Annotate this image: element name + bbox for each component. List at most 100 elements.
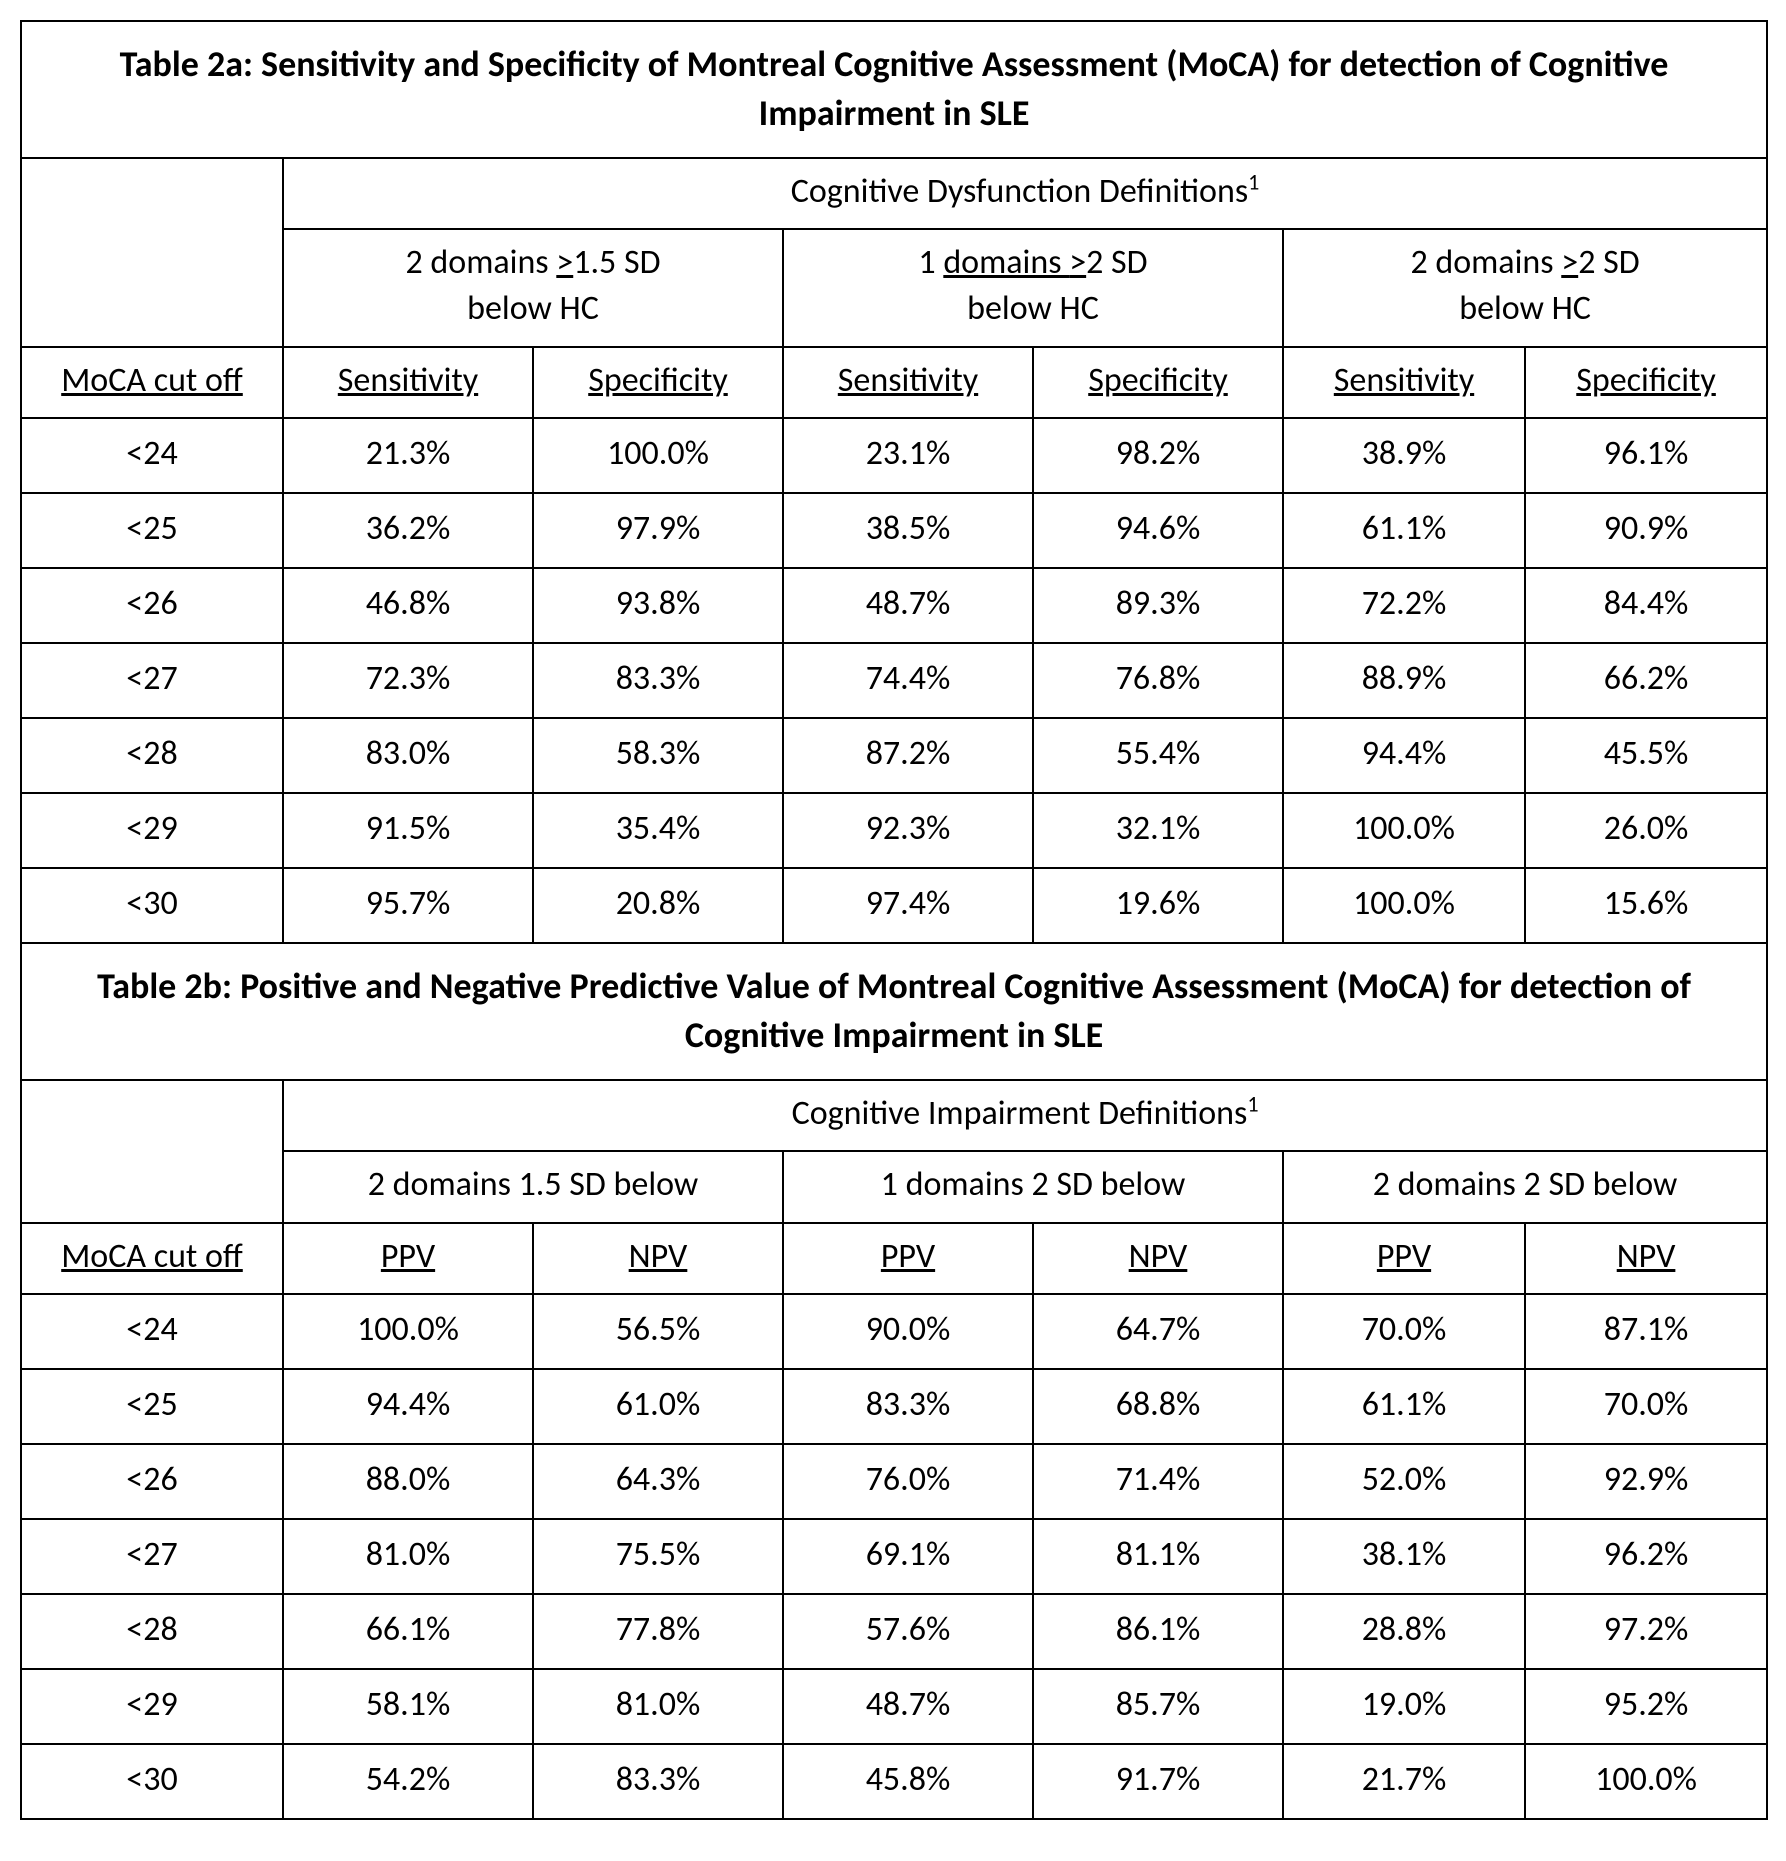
table2b-col-npv2: NPV: [1033, 1223, 1283, 1294]
cutoff-cell: <26: [21, 568, 283, 643]
value-cell: 86.1%: [1033, 1594, 1283, 1669]
table2a-title-row: Table 2a: Sensitivity and Specificity of…: [21, 21, 1767, 158]
value-cell: 81.0%: [283, 1519, 533, 1594]
table2a-colheads-row: MoCA cut off Sensitivity Specificity Sen…: [21, 347, 1767, 418]
value-cell: 87.2%: [783, 718, 1033, 793]
value-cell: 72.3%: [283, 643, 533, 718]
table2b-superheader: Cognitive Impairment Definitions1: [283, 1080, 1767, 1151]
table2b-col-stub: MoCA cut off: [21, 1223, 283, 1294]
cutoff-cell: <29: [21, 793, 283, 868]
value-cell: 72.2%: [1283, 568, 1525, 643]
value-cell: 85.7%: [1033, 1669, 1283, 1744]
cutoff-cell: <29: [21, 1669, 283, 1744]
value-cell: 68.8%: [1033, 1369, 1283, 1444]
value-cell: 26.0%: [1525, 793, 1767, 868]
table2a-stub-blank: [21, 158, 283, 347]
cutoff-cell: <30: [21, 868, 283, 943]
table2a-defs-row: 2 domains >1.5 SD below HC 1 domains >2 …: [21, 229, 1767, 347]
value-cell: 94.4%: [1283, 718, 1525, 793]
table-row: <24 100.0% 56.5% 90.0% 64.7% 70.0% 87.1%: [21, 1294, 1767, 1369]
value-cell: 95.2%: [1525, 1669, 1767, 1744]
table2a-def1: 2 domains >1.5 SD below HC: [283, 229, 783, 347]
value-cell: 36.2%: [283, 493, 533, 568]
value-cell: 84.4%: [1525, 568, 1767, 643]
value-cell: 48.7%: [783, 1669, 1033, 1744]
value-cell: 38.9%: [1283, 418, 1525, 493]
table-row: <26 46.8% 93.8% 48.7% 89.3% 72.2% 84.4%: [21, 568, 1767, 643]
table-row: <30 95.7% 20.8% 97.4% 19.6% 100.0% 15.6%: [21, 868, 1767, 943]
value-cell: 20.8%: [533, 868, 783, 943]
table-row: <26 88.0% 64.3% 76.0% 71.4% 52.0% 92.9%: [21, 1444, 1767, 1519]
cutoff-cell: <26: [21, 1444, 283, 1519]
value-cell: 95.7%: [283, 868, 533, 943]
moca-tables: Table 2a: Sensitivity and Specificity of…: [20, 20, 1768, 1820]
value-cell: 74.4%: [783, 643, 1033, 718]
table2b-colheads-row: MoCA cut off PPV NPV PPV NPV PPV NPV: [21, 1223, 1767, 1294]
value-cell: 70.0%: [1525, 1369, 1767, 1444]
footnote-marker: 1: [1248, 169, 1259, 196]
cutoff-cell: <28: [21, 718, 283, 793]
value-cell: 35.4%: [533, 793, 783, 868]
table-row: <29 58.1% 81.0% 48.7% 85.7% 19.0% 95.2%: [21, 1669, 1767, 1744]
value-cell: 64.3%: [533, 1444, 783, 1519]
value-cell: 64.7%: [1033, 1294, 1283, 1369]
value-cell: 57.6%: [783, 1594, 1033, 1669]
value-cell: 83.3%: [783, 1369, 1033, 1444]
table-row: <25 94.4% 61.0% 83.3% 68.8% 61.1% 70.0%: [21, 1369, 1767, 1444]
table2b-def3: 2 domains 2 SD below: [1283, 1151, 1767, 1223]
value-cell: 69.1%: [783, 1519, 1033, 1594]
value-cell: 66.2%: [1525, 643, 1767, 718]
value-cell: 88.9%: [1283, 643, 1525, 718]
value-cell: 19.6%: [1033, 868, 1283, 943]
table2b-col-npv3: NPV: [1525, 1223, 1767, 1294]
value-cell: 88.0%: [283, 1444, 533, 1519]
value-cell: 55.4%: [1033, 718, 1283, 793]
value-cell: 75.5%: [533, 1519, 783, 1594]
value-cell: 81.1%: [1033, 1519, 1283, 1594]
value-cell: 97.9%: [533, 493, 783, 568]
table-row: <28 83.0% 58.3% 87.2% 55.4% 94.4% 45.5%: [21, 718, 1767, 793]
table-row: <27 81.0% 75.5% 69.1% 81.1% 38.1% 96.2%: [21, 1519, 1767, 1594]
table2a-col-spec3: Specificity: [1525, 347, 1767, 418]
value-cell: 54.2%: [283, 1744, 533, 1819]
table2a-superheader: Cognitive Dysfunction Definitions1: [283, 158, 1767, 229]
table-row: <25 36.2% 97.9% 38.5% 94.6% 61.1% 90.9%: [21, 493, 1767, 568]
table2b-title-row: Table 2b: Positive and Negative Predicti…: [21, 943, 1767, 1080]
value-cell: 48.7%: [783, 568, 1033, 643]
value-cell: 93.8%: [533, 568, 783, 643]
value-cell: 52.0%: [1283, 1444, 1525, 1519]
cutoff-cell: <27: [21, 1519, 283, 1594]
value-cell: 71.4%: [1033, 1444, 1283, 1519]
value-cell: 19.0%: [1283, 1669, 1525, 1744]
value-cell: 45.5%: [1525, 718, 1767, 793]
value-cell: 83.3%: [533, 1744, 783, 1819]
table-row: <29 91.5% 35.4% 92.3% 32.1% 100.0% 26.0%: [21, 793, 1767, 868]
value-cell: 28.8%: [1283, 1594, 1525, 1669]
table-row: <30 54.2% 83.3% 45.8% 91.7% 21.7% 100.0%: [21, 1744, 1767, 1819]
table2b-superheader-row: Cognitive Impairment Definitions1: [21, 1080, 1767, 1151]
table2b-def2: 1 domains 2 SD below: [783, 1151, 1283, 1223]
value-cell: 87.1%: [1525, 1294, 1767, 1369]
table2b-title: Table 2b: Positive and Negative Predicti…: [21, 943, 1767, 1080]
value-cell: 23.1%: [783, 418, 1033, 493]
value-cell: 94.6%: [1033, 493, 1283, 568]
cutoff-cell: <28: [21, 1594, 283, 1669]
cutoff-cell: <27: [21, 643, 283, 718]
value-cell: 92.9%: [1525, 1444, 1767, 1519]
table2a-col-stub: MoCA cut off: [21, 347, 283, 418]
table2a-superheader-row: Cognitive Dysfunction Definitions1: [21, 158, 1767, 229]
value-cell: 91.5%: [283, 793, 533, 868]
value-cell: 92.3%: [783, 793, 1033, 868]
footnote-marker: 1: [1247, 1091, 1258, 1118]
value-cell: 83.0%: [283, 718, 533, 793]
value-cell: 38.1%: [1283, 1519, 1525, 1594]
value-cell: 94.4%: [283, 1369, 533, 1444]
value-cell: 32.1%: [1033, 793, 1283, 868]
cutoff-cell: <25: [21, 1369, 283, 1444]
table2a-col-sens1: Sensitivity: [283, 347, 533, 418]
table2b-def1: 2 domains 1.5 SD below: [283, 1151, 783, 1223]
value-cell: 100.0%: [1283, 868, 1525, 943]
value-cell: 77.8%: [533, 1594, 783, 1669]
table2a-col-sens2: Sensitivity: [783, 347, 1033, 418]
cutoff-cell: <25: [21, 493, 283, 568]
